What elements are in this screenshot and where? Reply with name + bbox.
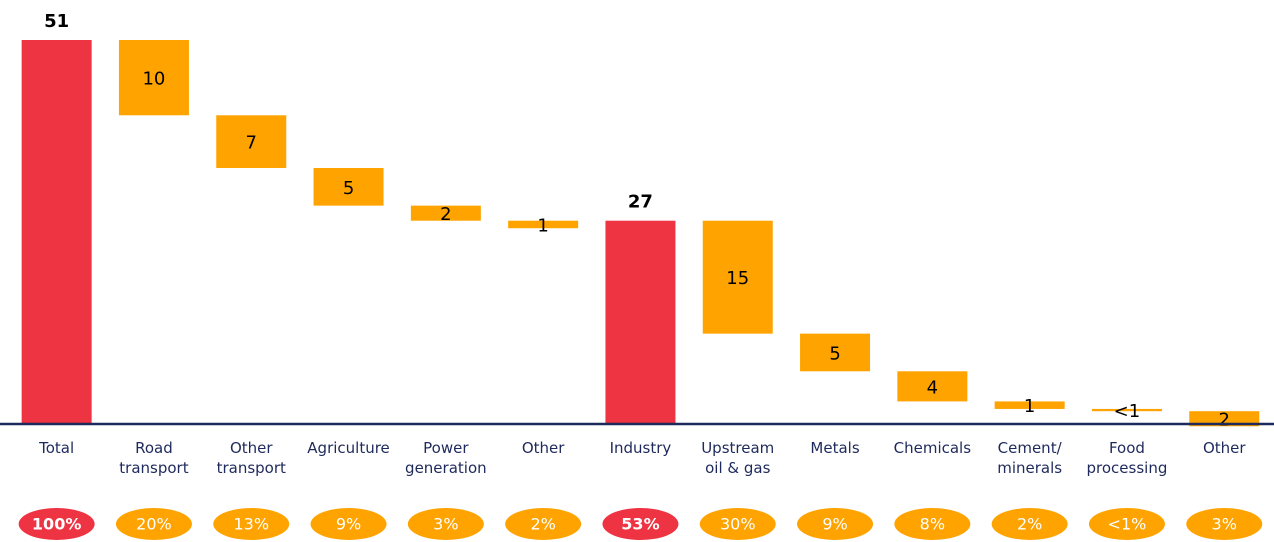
share-badge <box>18 508 95 540</box>
share-label: 13% <box>233 515 269 534</box>
share-badge <box>1186 508 1263 540</box>
share-badge <box>310 508 387 540</box>
delta-bar <box>897 371 968 402</box>
delta-bar <box>508 220 579 229</box>
value-label: 5 <box>829 343 840 364</box>
value-label: 10 <box>142 69 165 90</box>
x-tick-label: Upstream oil & gas <box>701 439 775 477</box>
x-tick-label: Road transport <box>119 439 189 477</box>
share-badge <box>213 508 290 540</box>
share-label: 30% <box>720 515 756 534</box>
share-label: 20% <box>136 515 172 534</box>
share-badge <box>407 508 484 540</box>
share-badge <box>1088 508 1165 540</box>
share-badge <box>602 508 679 540</box>
value-label: 4 <box>927 377 938 398</box>
share-label: 9% <box>336 515 361 534</box>
value-label: 2 <box>440 204 451 225</box>
share-badge <box>699 508 776 540</box>
total-bar <box>21 40 92 424</box>
value-label: 5 <box>343 178 354 199</box>
x-tick-label: Food processing <box>1086 439 1168 477</box>
value-label: <1 <box>1114 401 1141 422</box>
value-label: 1 <box>537 215 548 236</box>
delta-bar <box>800 333 871 372</box>
delta-bar <box>313 168 384 206</box>
share-label: 9% <box>822 515 847 534</box>
share-badge <box>115 508 192 540</box>
delta-bar <box>118 40 189 116</box>
delta-bar <box>216 115 287 168</box>
x-tick-label: Metals <box>810 439 860 457</box>
share-label: 2% <box>1017 515 1042 534</box>
value-label: 1 <box>1024 396 1035 417</box>
delta-bar <box>410 205 481 221</box>
x-tick-label: Other transport <box>216 439 286 477</box>
delta-bar <box>1091 408 1162 412</box>
share-badge <box>894 508 971 540</box>
delta-bar <box>994 401 1065 409</box>
share-label: <1% <box>1108 515 1147 534</box>
x-tick-label: Power generation <box>405 439 487 477</box>
x-tick-label: Other <box>521 439 565 457</box>
x-tick-label: Chemicals <box>893 439 972 457</box>
share-badge <box>797 508 874 540</box>
share-badge <box>505 508 582 540</box>
x-tick-label: Total <box>39 439 75 457</box>
delta-bar <box>1189 411 1260 427</box>
share-label: 53% <box>621 515 659 534</box>
x-tick-label: Agriculture <box>307 439 390 457</box>
total-bar <box>605 220 676 424</box>
share-label: 2% <box>530 515 555 534</box>
value-label: 2 <box>1219 410 1230 431</box>
share-label: 3% <box>1212 515 1237 534</box>
share-label: 100% <box>32 515 81 534</box>
share-label: 8% <box>920 515 945 534</box>
x-tick-label: Industry <box>609 439 672 457</box>
value-label: 15 <box>726 268 749 289</box>
share-badge <box>991 508 1068 540</box>
share-label: 3% <box>433 515 458 534</box>
value-label: 51 <box>44 11 69 32</box>
x-tick-label: Other <box>1202 439 1246 457</box>
delta-bar <box>702 220 773 334</box>
x-tick-label: Cement/ minerals <box>997 439 1063 477</box>
value-label: 7 <box>246 133 257 154</box>
value-label: 27 <box>628 192 653 213</box>
